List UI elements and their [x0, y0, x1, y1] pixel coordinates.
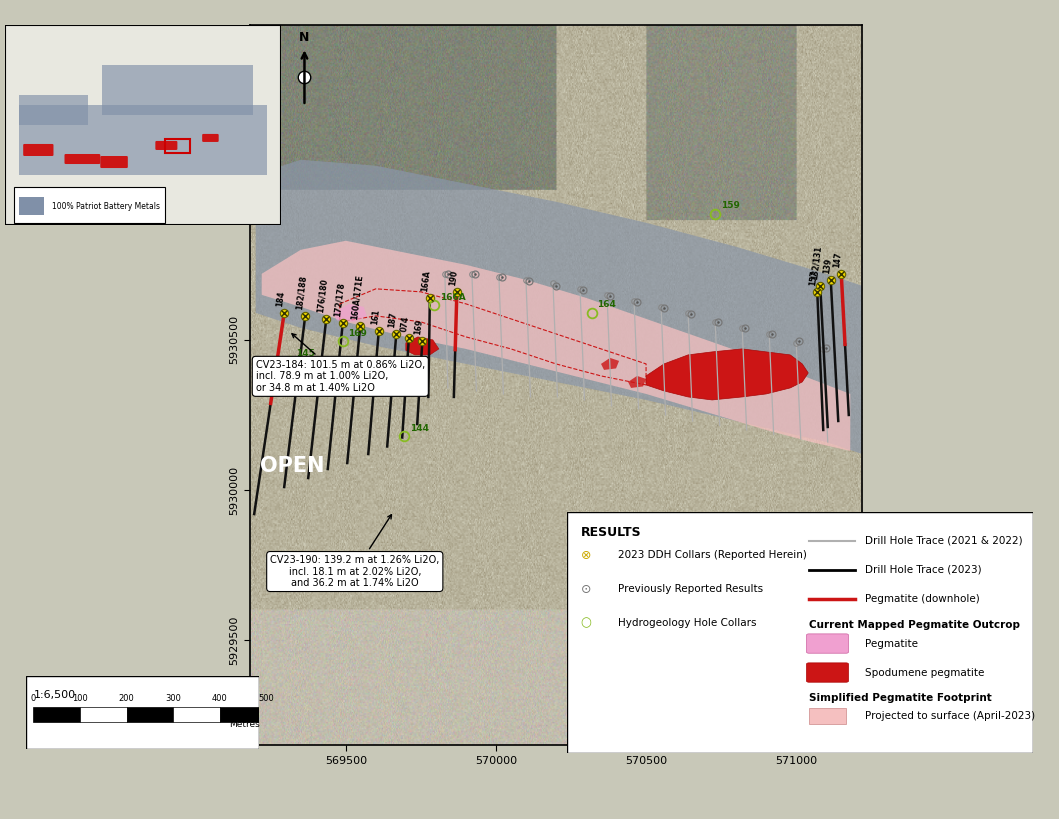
FancyBboxPatch shape: [567, 512, 1033, 753]
Text: 169: 169: [348, 329, 367, 338]
Text: Projected to surface (April-2023): Projected to surface (April-2023): [865, 711, 1035, 721]
FancyBboxPatch shape: [101, 156, 128, 168]
Polygon shape: [255, 160, 862, 454]
Text: 100% Patriot Battery Metals: 100% Patriot Battery Metals: [52, 201, 160, 210]
FancyBboxPatch shape: [807, 634, 848, 654]
Text: 166A: 166A: [420, 269, 432, 292]
Text: Spodumene pegmatite: Spodumene pegmatite: [865, 667, 984, 677]
Text: 147: 147: [832, 251, 843, 268]
Text: 100: 100: [72, 695, 88, 704]
FancyBboxPatch shape: [156, 141, 178, 150]
FancyBboxPatch shape: [26, 676, 259, 749]
Text: 172/178: 172/178: [333, 282, 345, 318]
FancyBboxPatch shape: [23, 144, 53, 156]
FancyBboxPatch shape: [807, 663, 848, 682]
Text: Pegmatite (downhole): Pegmatite (downhole): [865, 594, 980, 604]
Text: CV23-190: 139.2 m at 1.26% Li2O,
incl. 18.1 m at 2.02% Li2O,
and 36.2 m at 1.74%: CV23-190: 139.2 m at 1.26% Li2O, incl. 1…: [270, 514, 439, 588]
Bar: [80, 707, 127, 722]
Text: 187: 187: [388, 311, 398, 328]
Text: 161: 161: [370, 308, 380, 325]
FancyBboxPatch shape: [102, 65, 253, 115]
Bar: [220, 707, 267, 722]
Text: 166A: 166A: [439, 293, 466, 302]
Text: 176/180: 176/180: [316, 278, 329, 313]
Polygon shape: [334, 304, 366, 322]
Text: Drill Hole Trace (2021 & 2022): Drill Hole Trace (2021 & 2022): [865, 536, 1022, 546]
Text: 400: 400: [212, 695, 228, 704]
Text: ⊗: ⊗: [580, 549, 591, 562]
Polygon shape: [262, 241, 850, 451]
Text: 300: 300: [165, 695, 181, 704]
Text: 160A/171E: 160A/171E: [349, 274, 364, 320]
Text: 1:6,500: 1:6,500: [34, 690, 75, 700]
Polygon shape: [406, 337, 438, 355]
Text: Pegmatite: Pegmatite: [865, 639, 918, 649]
Text: 190: 190: [448, 269, 459, 286]
Polygon shape: [628, 376, 646, 388]
FancyBboxPatch shape: [19, 105, 267, 175]
Text: N: N: [300, 31, 309, 44]
Bar: [165, 139, 190, 153]
Polygon shape: [646, 349, 808, 400]
Text: 182/188: 182/188: [295, 274, 308, 310]
Text: Previously Reported Results: Previously Reported Results: [617, 584, 762, 595]
FancyBboxPatch shape: [5, 25, 281, 225]
Text: 139: 139: [822, 257, 832, 274]
Text: 200: 200: [119, 695, 134, 704]
Text: 500: 500: [258, 695, 274, 704]
Text: Simplified Pegmatite Footprint: Simplified Pegmatite Footprint: [809, 693, 991, 703]
Text: Current Mapped Pegmatite Outcrop: Current Mapped Pegmatite Outcrop: [809, 621, 1020, 631]
Text: OPEN: OPEN: [261, 456, 325, 476]
Text: 144: 144: [410, 423, 429, 432]
Text: 145: 145: [295, 349, 315, 358]
Bar: [34, 707, 80, 722]
FancyBboxPatch shape: [202, 134, 218, 142]
Text: 0: 0: [31, 695, 36, 704]
Text: 132/131: 132/131: [810, 245, 823, 280]
Text: 157: 157: [808, 269, 819, 286]
FancyBboxPatch shape: [809, 708, 846, 725]
FancyBboxPatch shape: [65, 154, 101, 164]
Text: CV23-184: 101.5 m at 0.86% Li2O,
incl. 78.9 m at 1.00% Li2O,
or 34.8 m at 1.40% : CV23-184: 101.5 m at 0.86% Li2O, incl. 7…: [255, 333, 425, 393]
Bar: [174, 707, 220, 722]
Polygon shape: [602, 358, 620, 370]
Text: 2023 DDH Collars (Reported Herein): 2023 DDH Collars (Reported Herein): [617, 550, 807, 560]
Text: ○: ○: [580, 617, 591, 630]
Text: 074: 074: [400, 315, 411, 333]
Text: Metres: Metres: [229, 720, 259, 729]
Text: Drill Hole Trace (2023): Drill Hole Trace (2023): [865, 565, 982, 575]
Text: 169: 169: [413, 319, 425, 336]
Text: 184: 184: [275, 290, 286, 307]
Text: RESULTS: RESULTS: [580, 527, 641, 540]
Text: 164: 164: [597, 301, 616, 310]
Text: 159: 159: [720, 201, 739, 210]
FancyBboxPatch shape: [19, 197, 43, 215]
Text: ⊙: ⊙: [580, 582, 591, 595]
FancyBboxPatch shape: [19, 95, 88, 125]
FancyBboxPatch shape: [14, 187, 165, 224]
Bar: [127, 707, 174, 722]
Text: Hydrogeology Hole Collars: Hydrogeology Hole Collars: [617, 618, 756, 628]
